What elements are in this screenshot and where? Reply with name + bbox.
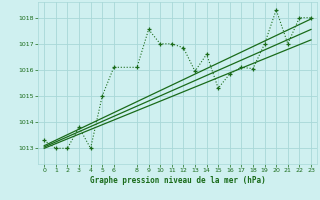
X-axis label: Graphe pression niveau de la mer (hPa): Graphe pression niveau de la mer (hPa) [90,176,266,185]
